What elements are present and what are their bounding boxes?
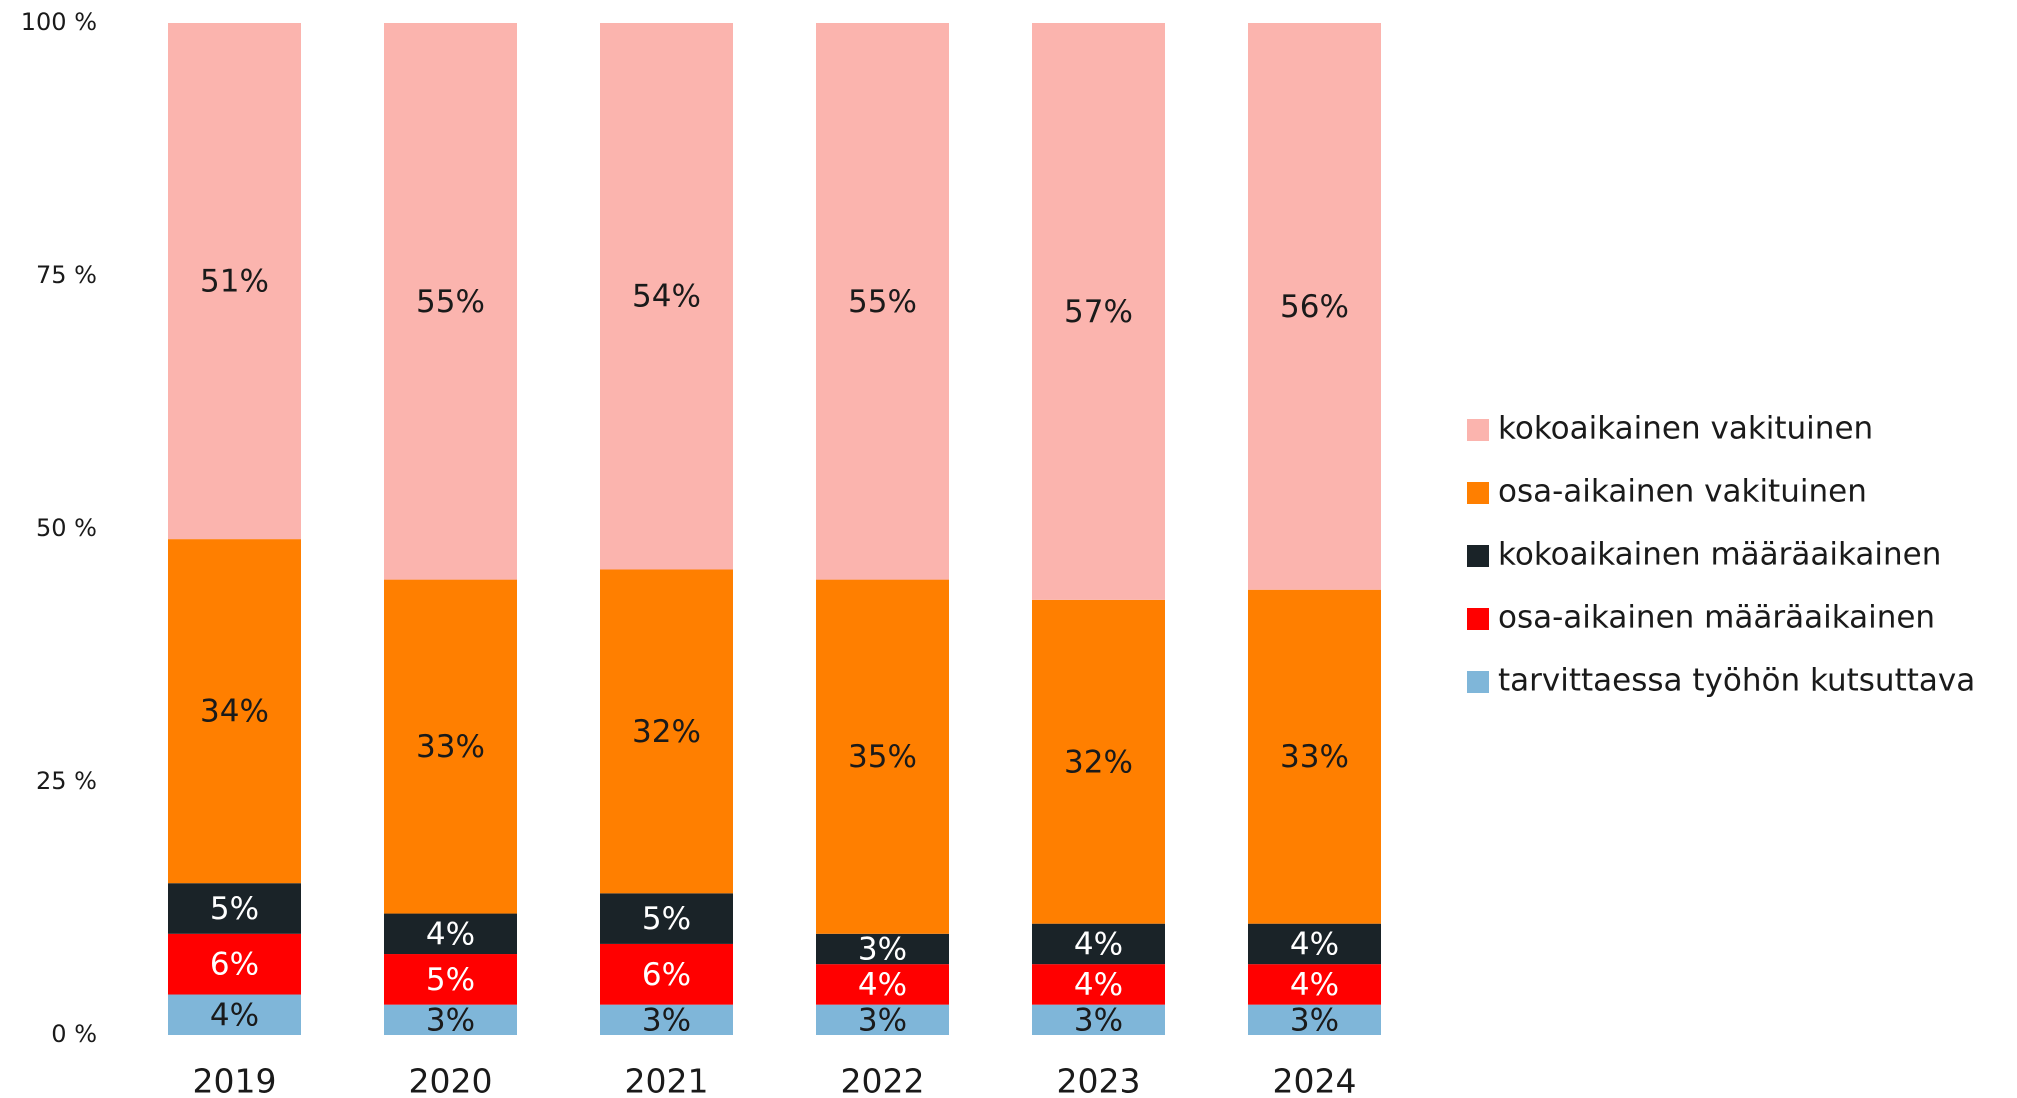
value-label: 6% (642, 957, 691, 993)
value-label: 55% (848, 284, 917, 320)
value-label: 4% (426, 916, 475, 952)
bar-segment (1248, 964, 1381, 1005)
bar-segment (1032, 23, 1165, 600)
bar-segment (1248, 1004, 1381, 1035)
value-label: 56% (1280, 289, 1349, 325)
y-tick-label: 50 % (36, 514, 97, 542)
value-label: 32% (632, 714, 701, 750)
bar-segment (168, 539, 301, 884)
value-label: 33% (1280, 739, 1349, 775)
value-label: 3% (426, 1002, 475, 1038)
bar-segment (816, 1004, 949, 1035)
bar-segment (1248, 589, 1381, 924)
x-tick-label: 2019 (193, 1062, 277, 1098)
bar-segment (168, 883, 301, 934)
value-label: 3% (642, 1002, 691, 1038)
x-tick-label: 2022 (841, 1062, 925, 1098)
bar-segment (816, 23, 949, 580)
bar-segment (1032, 1004, 1165, 1035)
value-label: 3% (858, 1002, 907, 1038)
y-tick-label: 0 % (51, 1020, 97, 1048)
legend-label: osa-aikainen vakituinen (1498, 474, 1867, 510)
value-label: 54% (632, 279, 701, 315)
bar-segment (168, 933, 301, 995)
bar-segment (600, 893, 733, 944)
bar-segment (1248, 923, 1381, 965)
legend-label: kokoaikainen määräaikainen (1498, 537, 1941, 573)
legend-swatch (1467, 671, 1489, 693)
bar-segment (1032, 599, 1165, 924)
value-label: 32% (1064, 744, 1133, 780)
bar-segment (384, 913, 517, 955)
legend-swatch (1467, 419, 1489, 441)
value-label: 6% (210, 947, 259, 983)
x-tick-label: 2020 (409, 1062, 493, 1098)
x-tick-label: 2023 (1057, 1062, 1141, 1098)
x-tick-label: 2021 (625, 1062, 709, 1098)
x-tick-label: 2024 (1273, 1062, 1357, 1098)
value-label: 55% (416, 284, 485, 320)
y-tick-label: 100 % (21, 8, 97, 36)
value-label: 33% (416, 729, 485, 765)
value-label: 4% (858, 967, 907, 1003)
legend-label: osa-aikainen määräaikainen (1498, 600, 1935, 636)
bar-segment (384, 954, 517, 1005)
bar-segment (600, 23, 733, 570)
legend-label: tarvittaessa työhön kutsuttava (1498, 663, 1975, 699)
bar-segment (600, 569, 733, 894)
bar-segment (1248, 23, 1381, 590)
bar-segment (384, 23, 517, 580)
bar-segment (1032, 923, 1165, 965)
value-label: 5% (426, 962, 475, 998)
value-label: 3% (1074, 1002, 1123, 1038)
legend-label: kokoaikainen vakituinen (1498, 411, 1873, 447)
bar-segment (816, 933, 949, 965)
bar-segment (600, 1004, 733, 1035)
value-label: 5% (642, 901, 691, 937)
bar-segment (816, 964, 949, 1005)
y-tick-label: 75 % (36, 261, 97, 289)
value-label: 4% (1290, 926, 1339, 962)
legend-swatch (1467, 482, 1489, 504)
value-label: 51% (200, 264, 269, 300)
legend-swatch (1467, 608, 1489, 630)
value-label: 5% (210, 891, 259, 927)
bar-segment (384, 1004, 517, 1035)
value-label: 4% (210, 997, 259, 1033)
value-label: 3% (1290, 1002, 1339, 1038)
bar-segment (1032, 964, 1165, 1005)
value-label: 3% (858, 931, 907, 967)
value-label: 34% (200, 694, 269, 730)
bar-segment (384, 579, 517, 914)
bar-segment (168, 994, 301, 1035)
bar-segment (168, 23, 301, 540)
value-label: 57% (1064, 294, 1133, 330)
bar-segment (600, 943, 733, 1005)
bar-segment (816, 579, 949, 934)
value-label: 4% (1074, 967, 1123, 1003)
value-label: 4% (1074, 926, 1123, 962)
value-label: 35% (848, 739, 917, 775)
y-tick-label: 25 % (36, 767, 97, 795)
legend-swatch (1467, 545, 1489, 567)
value-label: 4% (1290, 967, 1339, 1003)
